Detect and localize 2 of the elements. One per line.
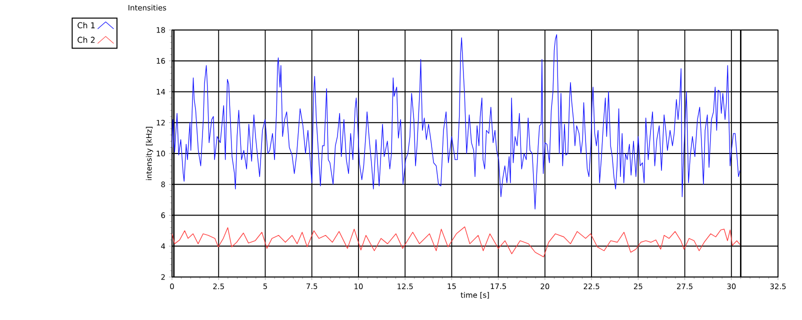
line-series [172, 34, 740, 210]
line-series [172, 226, 740, 258]
